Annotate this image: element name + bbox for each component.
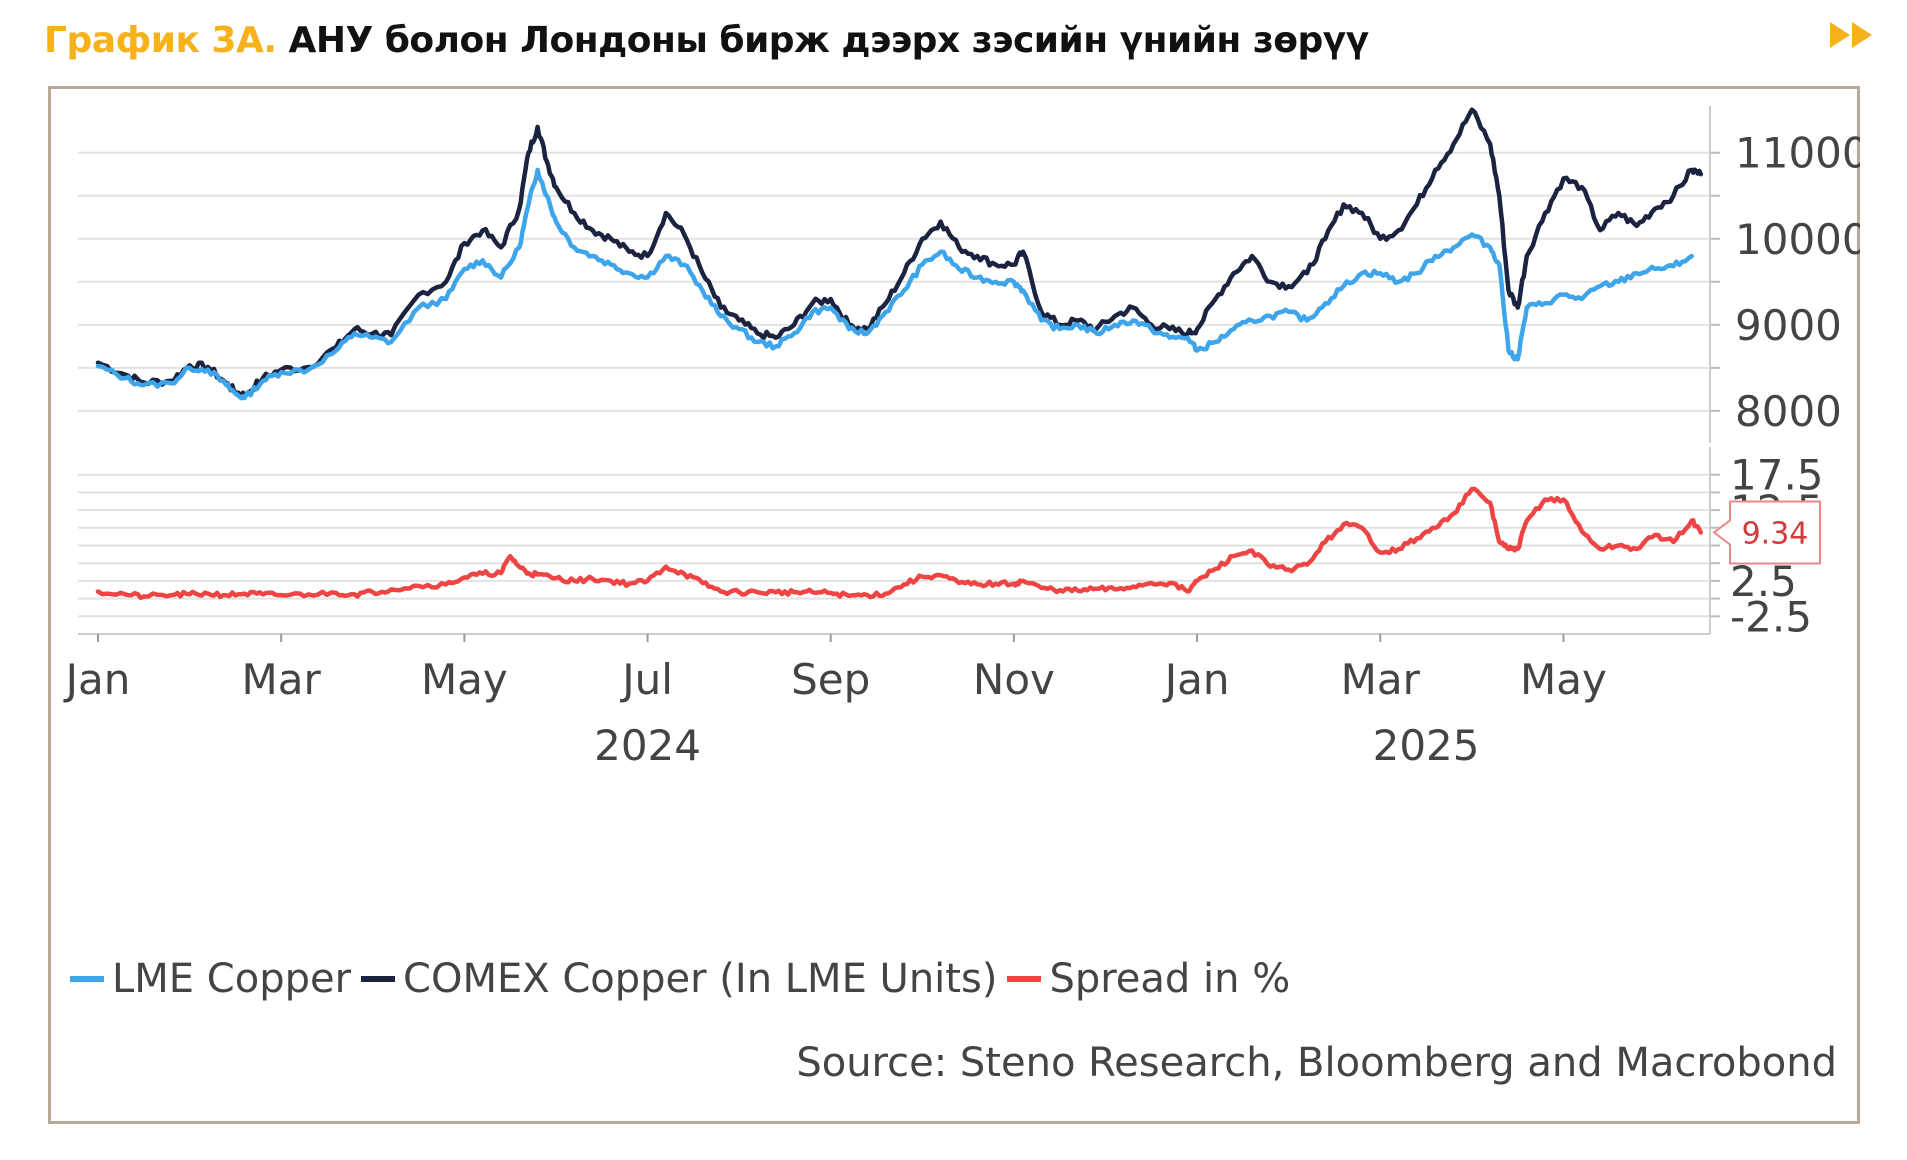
year-label: 2024: [594, 721, 701, 770]
legend-label-spread: Spread in %: [1049, 956, 1291, 1002]
top-y-tick-label: 9000: [1735, 301, 1842, 350]
chart-area: 800090001000011000-2.52.57.512.517.5JanM…: [63, 106, 1860, 770]
legend-label-comex: COMEX Copper (In LME Units): [403, 956, 998, 1002]
legend-label-lme: LME Copper: [112, 956, 352, 1002]
figure-label: График 3А.: [44, 19, 277, 61]
legend-swatch-lme: [70, 976, 104, 982]
legend-item-lme: LME Copper: [70, 956, 351, 1002]
legend-item-comex: COMEX Copper (In LME Units): [361, 956, 997, 1002]
x-tick-label: May: [1520, 655, 1607, 704]
bottom-y-tick-label: -2.5: [1730, 592, 1812, 641]
series-line-spread: [95, 486, 1704, 601]
x-tick-label: Mar: [242, 655, 322, 704]
series-line-lme: [95, 167, 1694, 401]
double-chevron-right-icon: [1830, 22, 1872, 48]
figure-title: АНУ болон Лондоны бирж дээрх зэсийн үний…: [288, 19, 1370, 61]
chart-frame: [48, 86, 1860, 1124]
series-line-comex: [95, 107, 1704, 400]
legend: LME Copper COMEX Copper (In LME Units) S…: [70, 956, 1300, 1002]
x-tick-label: Sep: [791, 655, 870, 704]
x-tick-label: May: [421, 655, 508, 704]
x-tick-label: Jul: [619, 655, 673, 704]
legend-swatch-comex: [361, 976, 396, 982]
chart-header: График 3А. АНУ болон Лондоны бирж дээрх …: [44, 10, 1369, 70]
bottom-y-tick-label: 17.5: [1730, 451, 1824, 500]
x-tick-label: Jan: [1162, 655, 1230, 704]
top-y-tick-label: 11000: [1735, 129, 1860, 178]
top-y-tick-label: 10000: [1735, 215, 1860, 264]
legend-swatch-spread: [1007, 976, 1042, 982]
x-tick-label: Nov: [973, 655, 1055, 704]
last-value-callout: [1712, 500, 1821, 565]
last-value-label: 9.34: [1742, 516, 1809, 551]
source-note: Source: Steno Research, Bloomberg and Ma…: [796, 1040, 1837, 1086]
x-tick-label: Jan: [63, 655, 131, 704]
top-y-tick-label: 8000: [1735, 387, 1842, 436]
bottom-y-tick-label: 2.5: [1730, 557, 1797, 606]
year-label: 2025: [1373, 721, 1480, 770]
x-tick-label: Mar: [1341, 655, 1421, 704]
legend-item-spread: Spread in %: [1007, 956, 1290, 1002]
